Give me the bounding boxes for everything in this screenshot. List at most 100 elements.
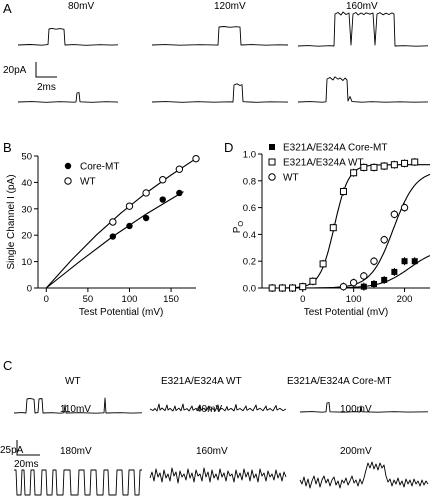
chart-d-point [360,163,368,171]
chart-b-fit-line [45,158,197,289]
chart-d-ytick-label: 0.2 [243,257,256,268]
chart-b-point [126,222,133,230]
chart-b-axes [37,156,196,289]
chart-d-legend-marker [268,158,276,166]
chart-d-point [381,276,388,283]
chart-b-legend-marker [64,162,72,170]
chart-b-ytick-label: 10 [21,257,32,268]
panel-letter-b: B [3,140,12,155]
chart-b-legend-label: WT [80,177,96,188]
chart-d-point [370,163,378,171]
chart-d-point [401,159,409,167]
chart-d-ytick-label: 0.4 [243,230,256,241]
chart-d-xtick-label: 200 [397,294,413,305]
chart-b-xlabel: Test Potential (mV) [79,307,163,318]
panel-c-group-e321a-wt: E321A/E324A WT [161,376,242,387]
chart-d-point [400,203,409,212]
panel-a-scale-time-label: 2ms [37,82,56,93]
panel-a-voltage-120: 120mV [214,1,246,12]
chart-b-point [109,218,117,226]
panel-c-top-voltage-e321a-wt: 40mV [196,404,222,415]
chart-d-xtick-label: 100 [346,294,362,305]
chart-b-ylabel: Single Channel I (pA) [6,174,17,269]
chart-d-legend-marker [269,144,275,150]
chart-b-xtick-label: 50 [83,294,94,305]
chart-d-point [319,260,327,268]
panel-c-top-voltage-core-mt: 100mV [340,404,372,415]
trace-c-core-mt-bottom [299,461,429,489]
panel-a-scale-current-label: 20pA [3,65,27,76]
chart-d-point [401,258,408,265]
chart-b-fit-line [45,191,184,289]
panel-a-scale-bar: 20pA 2ms [3,62,57,93]
trace-a-120-top [151,26,289,46]
panel-c-traces [13,397,429,496]
chart-d-ylabel-subscript: O [236,221,245,227]
chart-b-point [142,189,150,197]
trace-a-80-top [17,27,119,46]
panel-c-scale-time-label: 20ms [14,459,38,470]
chart-d-ytick-label: 1.0 [243,150,256,161]
chart-d-point [360,272,368,280]
chart-d-ytick-label: 0.6 [243,203,256,214]
panel-a-traces [17,11,429,103]
panel-c-scale-current-label: 25pA [0,445,24,456]
chart-d-point [329,224,337,232]
chart-b-point [125,202,134,210]
chart-b-ytick-label: 20 [21,231,32,242]
trace-c-e321a-wt-bottom [149,467,287,484]
chart-b-point [175,165,184,173]
chart-b-xtick-label: 150 [163,294,179,305]
chart-d-point [370,257,378,265]
chart-b-point [159,196,166,203]
trace-a-160-top [297,11,429,47]
chart-d-ylabel: PO [232,221,245,234]
panel-c-scale-bar: 25pA 20ms [0,440,40,470]
panel-c-bottom-voltage-core-mt: 200mV [340,446,372,457]
chart-b-legend-marker [64,177,72,185]
panel-letter-d: D [224,140,233,155]
chart-d-point [360,283,367,290]
panel-c-group-wt: WT [65,376,81,387]
chart-d-legend-label: E321A/E324A Core-MT [283,143,388,154]
chart-d-legend-label: WT [283,173,299,184]
chart-b-point [192,154,200,163]
chart-b-point [109,233,117,240]
panel-a-voltage-160: 160mV [346,1,378,12]
chart-b-ytick-label: 50 [21,152,32,163]
chart-d-xtick-label: 0 [300,294,305,305]
panel-letter-c: C [3,358,12,373]
chart-d-point [390,210,399,219]
panel-c-top-voltage-wt: 110mV [60,404,91,415]
chart-d-point [350,169,358,177]
chart-d: 0.0 0.2 0.4 0.6 0.8 1.0 0 100 200 Test Potential … [232,143,431,318]
chart-b-ytick-label: 40 [21,178,32,189]
trace-c-e321a-wt-top [149,403,287,412]
chart-d-point [391,268,398,275]
trace-a-80-bottom [17,92,119,103]
panel-c-group-e321a-core-mt: E321A/E324A Core-MT [287,376,392,387]
chart-d-point [278,284,286,292]
chart-b-xtick-label: 0 [44,294,49,305]
chart-d-point [299,283,307,291]
chart-b-ytick-label: 0 [27,284,32,295]
trace-c-wt-bottom [14,469,142,496]
panel-letter-a: A [3,1,12,16]
panel-c-bottom-voltage-wt: 180mV [60,446,92,457]
chart-d-legend-marker [268,173,276,181]
trace-a-120-bottom [151,83,289,103]
panel-a-voltage-80: 80mV [68,1,94,12]
chart-d-xlabel: Test Potential (mV) [304,307,388,318]
chart-d-point [380,162,388,170]
panel-c-bottom-voltage-e321a-wt: 160mV [196,446,228,457]
trace-c-wt-top [13,397,143,414]
chart-d-point [380,236,388,244]
chart-d-point [371,280,377,287]
chart-d-point [339,188,347,196]
chart-b-point [159,176,167,184]
trace-a-160-bottom [297,76,429,103]
chart-b-point [176,189,183,197]
chart-b-xtick-label: 100 [122,294,138,305]
